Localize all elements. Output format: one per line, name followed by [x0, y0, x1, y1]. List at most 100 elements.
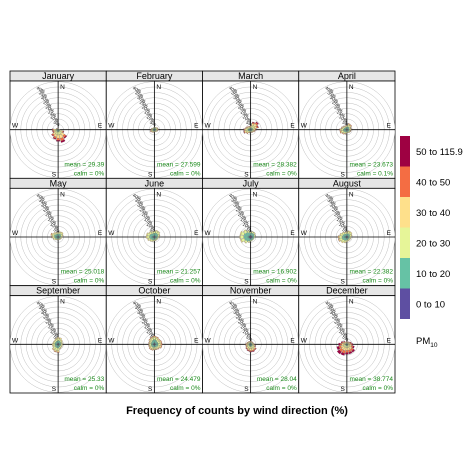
- wedge-ene: [254, 234, 256, 237]
- wedge-sw: [336, 349, 342, 355]
- wedge-ne: [255, 121, 259, 125]
- compass-s: S: [244, 386, 249, 393]
- ring-label: 5%: [53, 227, 61, 235]
- wedge-e: [349, 343, 352, 346]
- legend-swatch: [400, 166, 410, 197]
- ring-label: 40%: [324, 300, 334, 309]
- compass-n: N: [60, 191, 65, 198]
- wedge-s: [153, 348, 156, 350]
- ring-label: 20%: [45, 319, 55, 328]
- calm-label: calm = 0%: [266, 170, 297, 177]
- mean-label: mean = 29.39: [64, 161, 104, 168]
- ring-label: 30%: [329, 95, 339, 104]
- ring-label: 20%: [333, 105, 343, 114]
- wedge-sse: [252, 350, 255, 353]
- ring-label: 5%: [245, 120, 253, 128]
- ring-label: 15%: [47, 217, 57, 226]
- wedge-ssw: [150, 349, 154, 351]
- ring-label: 5%: [53, 120, 61, 128]
- compass-w: W: [12, 337, 19, 344]
- ring-label: 30%: [329, 202, 339, 211]
- wedge-ne: [155, 126, 158, 129]
- compass-e: E: [387, 230, 392, 237]
- wedge-wsw: [339, 131, 342, 134]
- compass-n: N: [349, 191, 354, 198]
- wedge-sse: [155, 239, 157, 241]
- ring-label: 35%: [230, 90, 240, 99]
- wedge-w: [52, 343, 54, 346]
- compass-s: S: [341, 171, 346, 178]
- wedge-wsw: [245, 345, 247, 348]
- calm-label: calm = 0%: [74, 385, 105, 392]
- ring-label: 40%: [132, 85, 142, 94]
- mean-label: mean = 22.382: [349, 269, 393, 276]
- ring-label: 5%: [341, 120, 349, 128]
- ring-label: 40%: [36, 300, 46, 309]
- wedge-ne: [157, 231, 161, 234]
- compass-n: N: [349, 84, 354, 91]
- compass-n: N: [156, 84, 161, 91]
- wedge-wsw: [243, 131, 245, 134]
- calm-label: calm = 0%: [74, 278, 105, 285]
- wedge-w: [149, 343, 152, 346]
- ring-label: 40%: [228, 85, 238, 94]
- panel-title: August: [333, 178, 362, 188]
- ring-label: 30%: [40, 95, 50, 104]
- compass-w: W: [301, 123, 308, 130]
- wedge-s: [249, 240, 252, 242]
- compass-e: E: [387, 337, 392, 344]
- ring-label: 5%: [341, 227, 349, 235]
- compass-n: N: [60, 299, 65, 306]
- ring-label: 35%: [327, 90, 337, 99]
- wedge-sse: [251, 132, 253, 133]
- wedge-nne: [155, 230, 159, 232]
- ring-label: 30%: [233, 95, 243, 104]
- wedge-nw: [152, 127, 154, 129]
- wedge-ese: [160, 345, 162, 349]
- compass-s: S: [341, 279, 346, 286]
- wedge-n: [345, 231, 348, 233]
- compass-s: S: [244, 171, 249, 178]
- wedge-ne: [350, 124, 353, 127]
- wedge-wnw: [52, 341, 55, 344]
- wedge-sse: [251, 239, 253, 241]
- compass-e: E: [290, 337, 295, 344]
- panel-title: October: [138, 286, 170, 296]
- wedge-ssw: [56, 239, 58, 241]
- wedge-nw: [343, 340, 345, 343]
- compass-n: N: [156, 191, 161, 198]
- wedge-wnw: [339, 232, 342, 236]
- wedge-se: [155, 130, 157, 133]
- ring-label: 30%: [136, 310, 146, 319]
- panel-title: November: [230, 286, 272, 296]
- wedge-se: [252, 131, 254, 133]
- wedge-sw: [341, 132, 344, 135]
- wedge-nne: [251, 231, 254, 233]
- wedge-sw: [51, 348, 55, 351]
- wedge-s: [345, 241, 348, 243]
- wedge-ese: [253, 237, 255, 240]
- wedge-nw: [53, 232, 56, 235]
- wedge-n: [249, 232, 252, 234]
- legend-swatch: [400, 136, 410, 167]
- compass-w: W: [108, 337, 115, 344]
- legend-label: 50 to 115.9: [416, 147, 463, 158]
- wedge-s: [345, 350, 349, 353]
- wedge-nne: [154, 127, 156, 128]
- ring-label: 35%: [38, 90, 48, 99]
- wedge-se: [252, 238, 254, 241]
- ring-label: 25%: [235, 314, 245, 323]
- wedge-ne: [60, 339, 63, 342]
- wedge-ene: [257, 125, 259, 129]
- ring-label: 5%: [245, 334, 253, 342]
- wedge-ene: [158, 233, 161, 236]
- ring-label: 10%: [242, 329, 252, 338]
- panel-title: March: [238, 71, 263, 81]
- wedge-w: [146, 235, 150, 239]
- wedge-ene: [350, 233, 353, 237]
- wedge-se: [348, 239, 351, 241]
- wedge-sw: [54, 238, 57, 241]
- legend-swatch: [400, 197, 410, 228]
